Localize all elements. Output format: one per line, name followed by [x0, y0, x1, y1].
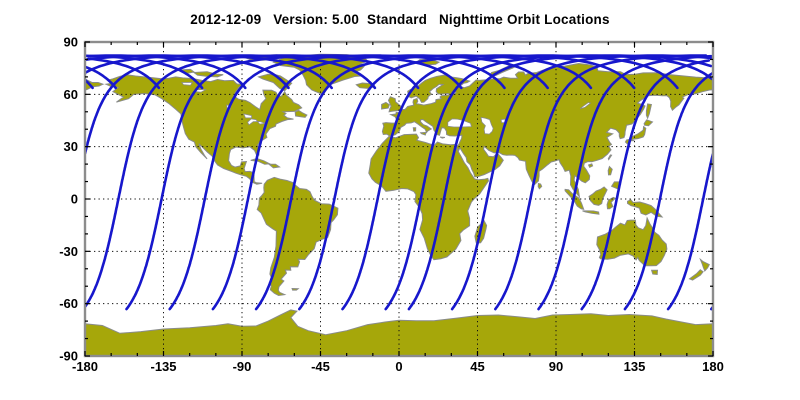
land-nz-south-island — [688, 269, 704, 281]
x-axis-label: -45 — [311, 359, 330, 374]
land-tasmania — [650, 269, 659, 275]
land-nz-north-island — [72, 259, 81, 271]
lake-black-sea — [447, 118, 472, 128]
y-axis-label: 60 — [64, 87, 78, 102]
land-australia — [596, 216, 668, 267]
land-nz-north-island — [699, 257, 710, 272]
lake-great-bear-lake — [180, 81, 194, 86]
land-nz-south-island — [62, 270, 76, 280]
y-axis-label: 0 — [71, 192, 78, 207]
y-axis-label: -60 — [59, 296, 78, 311]
x-axis-label: 0 — [395, 359, 402, 374]
orbit-track-3 — [298, 54, 636, 311]
orbit-track-12 — [89, 54, 713, 311]
land-tasmania — [24, 270, 30, 274]
lake-lake-superior — [243, 113, 252, 119]
orbit-track-layer — [85, 54, 713, 311]
y-axis-label: -30 — [59, 244, 78, 259]
x-axis-label: 90 — [549, 359, 563, 374]
y-axis-label: -90 — [59, 349, 78, 364]
land-south-america — [256, 176, 339, 297]
land-australia — [0, 218, 39, 266]
land-north-america — [104, 74, 303, 185]
land-falklands — [291, 287, 300, 291]
orbit-track-13 — [85, 54, 708, 311]
land-sardinia — [412, 127, 417, 132]
orbit-track-2 — [341, 54, 679, 311]
land-sakhalin — [18, 104, 23, 118]
land-sri-lanka — [537, 182, 543, 190]
land-victoria-island — [192, 71, 224, 78]
land-hispaniola — [267, 163, 281, 169]
orbit-track-7 — [125, 54, 463, 311]
lake-caspian-sea — [480, 116, 494, 135]
x-axis-label: -135 — [150, 359, 176, 374]
x-axis-label: -90 — [233, 359, 252, 374]
land-sakhalin — [645, 103, 653, 120]
land-antarctica — [712, 323, 713, 356]
land-eurasia — [85, 78, 105, 91]
land-north-america — [734, 75, 800, 184]
land-honshu — [1, 127, 18, 140]
plot-title: 2012-12-09 Version: 5.00 Standard Nightt… — [190, 12, 610, 27]
x-axis-label: 180 — [702, 359, 724, 374]
land-crete — [439, 136, 446, 139]
orbit-track-4 — [254, 54, 593, 311]
orbit-track-14 — [87, 54, 713, 311]
land-hokkaido — [643, 119, 654, 127]
land-newfoundland — [294, 109, 308, 118]
land-new-guinea — [0, 200, 34, 217]
y-axis-label: 30 — [64, 139, 78, 154]
land-hokkaido — [16, 120, 24, 126]
lake-lake-baikal — [579, 102, 592, 110]
land-java — [582, 210, 600, 215]
y-axis-label: 90 — [64, 35, 78, 50]
land-hainan — [587, 163, 594, 168]
land-africa — [368, 133, 490, 261]
land-sulawesi — [606, 196, 617, 210]
land-sicily — [419, 131, 427, 136]
orbit-track-15 — [85, 54, 713, 311]
land-kyushu-shikoku — [0, 139, 6, 144]
orbit-track-5 — [211, 54, 549, 311]
land-ireland — [381, 101, 391, 110]
land-borneo — [588, 186, 608, 206]
land-taiwan — [607, 154, 613, 161]
x-axis-label: -180 — [72, 359, 98, 374]
axis-ticks — [84, 41, 714, 357]
x-axis-label: 135 — [624, 359, 646, 374]
x-axis-label: 45 — [470, 359, 484, 374]
grid-layer — [85, 42, 713, 356]
orbit-track-9 — [85, 54, 713, 311]
orbit-track-6 — [168, 54, 506, 311]
land-luzon — [607, 165, 613, 176]
